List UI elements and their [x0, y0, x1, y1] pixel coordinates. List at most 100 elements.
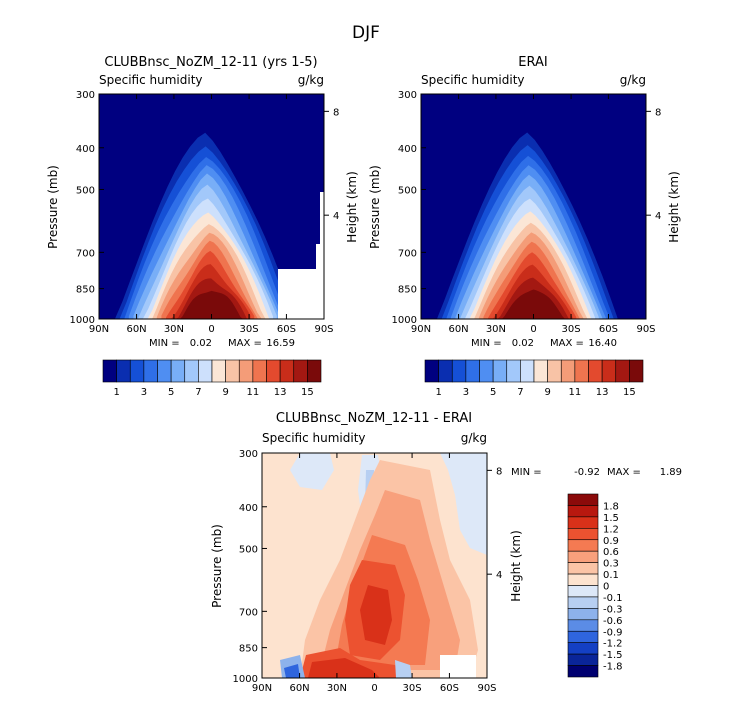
min-value: 0.02 [190, 338, 212, 349]
x-tick-label: 90S [636, 324, 655, 335]
x-tick-label: 60S [277, 324, 296, 335]
y-tick-label: 1000 [233, 674, 258, 685]
y-tick-label: 700 [398, 248, 417, 259]
colorbar-label: 0.6 [603, 547, 619, 558]
y2-axis-label: Height (km) [667, 171, 681, 242]
x-tick-label: 30N [327, 683, 347, 694]
colorbar-label: 1 [113, 387, 119, 398]
colorbar-label: 9 [544, 387, 550, 398]
colorbar-swatch [451, 359, 467, 383]
colorbar-label: -1.5 [603, 650, 623, 661]
colorbar-swatch [588, 359, 603, 383]
y2-tick-label: 8 [496, 466, 502, 477]
colorbar-label: 11 [247, 387, 260, 398]
contour-band [360, 585, 392, 645]
stats-line: MIN = -0.92 MAX = 1.89 [511, 467, 682, 478]
x-tick-label: 60N [126, 324, 146, 335]
contour-band [395, 660, 412, 678]
colorbar-swatch [520, 359, 535, 383]
contour-field [421, 94, 646, 319]
y-tick-label: 400 [398, 144, 417, 155]
colorbar-swatch [567, 630, 599, 643]
y2-tick-label: 4 [333, 211, 339, 222]
panel-subtitle-left: Specific humidity [99, 73, 203, 87]
colorbar-label: 13 [596, 387, 609, 398]
colorbar-swatch [533, 359, 548, 383]
contour-field [262, 453, 487, 678]
y-axis-label: Pressure (mb) [46, 165, 60, 249]
y2-axis-label: Height (km) [509, 530, 523, 601]
colorbar-label: 0.1 [603, 570, 619, 581]
contour-band [290, 453, 334, 490]
colorbar-swatch [424, 359, 439, 383]
max-value: 1.89 [660, 467, 682, 478]
panel-title: ERAI [518, 55, 547, 70]
max-label: MAX = [550, 338, 584, 349]
panel-units: g/kg [461, 431, 487, 445]
min-label: MIN = [149, 338, 180, 349]
colorbar-swatch [567, 516, 599, 529]
y-tick-label: 850 [76, 285, 95, 296]
stats-line: MIN = 0.02 MAX = 16.40 [471, 338, 617, 349]
colorbar-swatch [184, 359, 199, 383]
x-tick-label: 90N [411, 324, 431, 335]
y-axis-label: Pressure (mb) [368, 165, 382, 249]
colorbar-swatch [129, 359, 145, 383]
colorbar-swatch [157, 359, 172, 383]
colorbar-swatch [506, 359, 521, 383]
stats-line: MIN = 0.02 MAX = 16.59 [149, 338, 295, 349]
x-tick-label: 60S [440, 683, 459, 694]
colorbar-swatch [266, 359, 281, 383]
panel-units: g/kg [298, 73, 324, 87]
colorbar-label: 1.2 [603, 524, 619, 535]
colorbar-swatch [567, 619, 599, 632]
panel-title: CLUBBnsc_NoZM_12-11 - ERAI [276, 411, 472, 426]
x-tick-label: 60N [448, 324, 468, 335]
y-tick-label: 700 [76, 248, 95, 259]
panel-model: CLUBBnsc_NoZM_12-11 (yrs 1-5) Specific h… [46, 55, 359, 398]
page-title: DJF [352, 23, 380, 43]
colorbar: 1.81.51.20.90.60.30.10-0.1-0.3-0.6-0.9-1… [567, 493, 623, 678]
min-label: MIN = [511, 467, 542, 478]
colorbar-swatch [465, 359, 480, 383]
colorbar-label: 1.8 [603, 501, 619, 512]
colorbar-swatch [116, 359, 131, 383]
contour-band [440, 453, 487, 555]
colorbar-swatch [279, 359, 295, 383]
colorbar-swatch [143, 359, 158, 383]
colorbar-swatch [307, 359, 322, 383]
x-tick-label: 60S [599, 324, 618, 335]
contour-band [502, 289, 565, 319]
colorbar-swatch [567, 562, 599, 575]
x-tick-label: 30N [164, 324, 184, 335]
axes: 90N 60N 30N 0 30S 60S 90S 300 400 500 700 850 1000 8 4 [233, 449, 503, 694]
y-tick-label: 300 [398, 90, 417, 101]
contour-field [99, 94, 324, 319]
colorbar-label: 7 [195, 387, 201, 398]
panel-subtitle-left: Specific humidity [421, 73, 525, 87]
max-value: 16.59 [266, 338, 295, 349]
colorbar-swatch [102, 359, 117, 383]
colorbar-swatch [170, 359, 186, 383]
colorbar-swatch [567, 596, 599, 609]
y-tick-label: 300 [239, 449, 258, 460]
max-label: MAX = [228, 338, 262, 349]
colorbar-swatch [479, 359, 494, 383]
y-tick-label: 1000 [392, 315, 417, 326]
colorbar-swatch [238, 359, 254, 383]
y-tick-label: 700 [239, 607, 258, 618]
colorbar-swatch [567, 528, 599, 541]
min-value: 0.02 [512, 338, 534, 349]
colorbar-swatch [567, 573, 599, 586]
colorbar-label: 5 [168, 387, 174, 398]
colorbar-label: 7 [517, 387, 523, 398]
colorbar-label: -0.3 [603, 604, 623, 615]
colorbar-label: 11 [569, 387, 582, 398]
colorbar-label: -0.1 [603, 593, 623, 604]
x-tick-label: 30S [562, 324, 581, 335]
colorbar-swatch [567, 642, 599, 655]
max-label: MAX = [607, 467, 641, 478]
axes: 90N 60N 30N 0 30S 60S 90S 300 400 500 700 850 1000 8 4 [70, 90, 340, 335]
colorbar: 1 3 5 7 9 11 13 15 [424, 359, 644, 398]
